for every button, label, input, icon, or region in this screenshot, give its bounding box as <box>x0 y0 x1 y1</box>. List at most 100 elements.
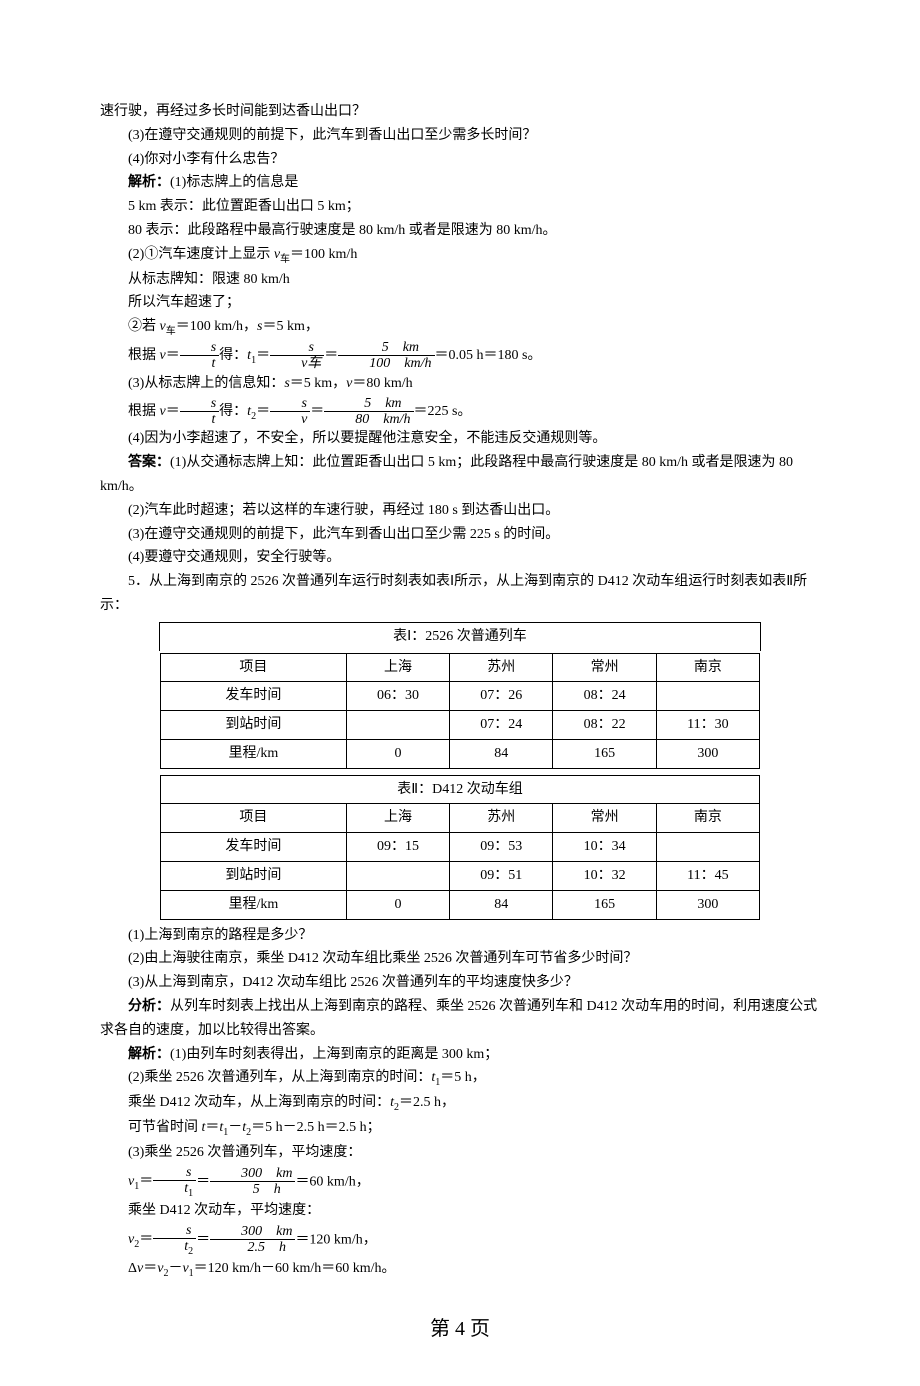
table-cell: 08：24 <box>553 682 656 711</box>
table-cell: 10：32 <box>553 862 656 891</box>
table-1: 项目 上海 苏州 常州 南京 发车时间 06：30 07：26 08：24 到站… <box>160 653 760 920</box>
table-cell: 07：26 <box>450 682 553 711</box>
text: ＝ <box>310 404 324 419</box>
table-row: 到站时间 07：24 08：22 11：30 <box>161 711 760 740</box>
numerator: 300 km <box>210 1224 295 1240</box>
table-cell <box>346 862 449 891</box>
line: (3)从上海到南京，D412 次动车组比 2526 次普通列车的平均速度快多少？ <box>100 971 820 995</box>
text: 得：t1＝ <box>219 348 270 363</box>
text: ②若 v车＝100 km/h，s＝5 km， <box>128 319 319 334</box>
line: (3)从标志牌上的信息知：s＝5 km，v＝80 km/h <box>100 372 820 396</box>
table-cell: 165 <box>553 890 656 919</box>
text: 从列车时刻表上找出从上海到南京的路程、乘坐 2526 次普通列车和 D412 次… <box>100 999 817 1038</box>
table-2-title: 表Ⅱ：D412 次动车组 <box>161 775 760 804</box>
table-cell: 300 <box>656 739 759 768</box>
table-cell: 苏州 <box>450 804 553 833</box>
fraction: st2 <box>153 1223 196 1257</box>
text: 得：t2＝ <box>219 404 270 419</box>
denominator: t2 <box>153 1239 196 1257</box>
table-row: 里程/km 0 84 165 300 <box>161 890 760 919</box>
formula-line: v1＝st1＝300 km5 h＝60 km/h， <box>100 1165 820 1199</box>
table-row: 项目 上海 苏州 常州 南京 <box>161 653 760 682</box>
line: Δv＝v2－v1＝120 km/h－60 km/h＝60 km/h。 <box>100 1257 820 1282</box>
numerator: s <box>270 340 324 356</box>
line: 可节省时间 t＝t1－t2＝5 h－2.5 h＝2.5 h； <box>100 1116 820 1141</box>
fraction: st1 <box>153 1165 196 1199</box>
label-answer: 答案： <box>128 455 170 470</box>
line: 速行驶，再经过多长时间能到达香山出口？ <box>100 100 820 124</box>
line: 解析：(1)由列车时刻表得出，上海到南京的距离是 300 km； <box>100 1043 820 1067</box>
line: (2)①汽车速度计上显示 v车＝100 km/h <box>100 243 820 268</box>
line: 5 km 表示：此位置距香山出口 5 km； <box>100 195 820 219</box>
table-cell <box>656 682 759 711</box>
table-cell: 09：15 <box>346 833 449 862</box>
text: ＝225 s。 <box>414 404 472 419</box>
text: (2)乘坐 2526 次普通列车，从上海到南京的时间：t1＝5 h， <box>128 1070 486 1085</box>
table-row: 里程/km 0 84 165 300 <box>161 739 760 768</box>
numerator: 300 km <box>210 1166 295 1182</box>
table-cell: 里程/km <box>161 739 347 768</box>
formula-line: 根据 v＝st得：t1＝sv车＝5 km100 km/h＝0.05 h＝180 … <box>100 340 820 372</box>
fraction: 300 km2.5 h <box>210 1224 295 1256</box>
numerator: s <box>153 1165 196 1181</box>
table-row: 发车时间 09：15 09：53 10：34 <box>161 833 760 862</box>
numerator: s <box>180 396 219 412</box>
text: 乘坐 D412 次动车，从上海到南京的时间：t2＝2.5 h， <box>128 1095 455 1110</box>
fraction: sv <box>270 396 310 428</box>
line: 乘坐 D412 次动车，平均速度： <box>100 1199 820 1223</box>
table-cell: 到站时间 <box>161 711 347 740</box>
denominator: v车 <box>270 356 324 371</box>
table-cell: 项目 <box>161 804 347 833</box>
label-analysis: 解析： <box>128 175 170 190</box>
denominator: 100 km/h <box>338 356 434 371</box>
line: (4)要遵守交通规则，安全行驶等。 <box>100 546 820 570</box>
table-cell: 0 <box>346 890 449 919</box>
denominator: 80 km/h <box>324 412 413 427</box>
table-cell: 300 <box>656 890 759 919</box>
table-1-title: 表Ⅰ：2526 次普通列车 <box>159 622 761 651</box>
fraction: 5 km100 km/h <box>338 340 434 372</box>
page-footer: 第 4 页 <box>100 1312 820 1346</box>
line: 5．从上海到南京的 2526 次普通列车运行时刻表如表Ⅰ所示，从上海到南京的 D… <box>100 570 820 618</box>
text: 可节省时间 t＝t1－t2＝5 h－2.5 h＝2.5 h； <box>128 1120 381 1135</box>
text: 根据 v＝ <box>128 404 180 419</box>
text: (2)①汽车速度计上显示 v车＝100 km/h <box>128 247 357 262</box>
table-cell: 06：30 <box>346 682 449 711</box>
line: (2)乘坐 2526 次普通列车，从上海到南京的时间：t1＝5 h， <box>100 1066 820 1091</box>
table-cell: 08：22 <box>553 711 656 740</box>
table-cell: 项目 <box>161 653 347 682</box>
line: 分析：从列车时刻表上找出从上海到南京的路程、乘坐 2526 次普通列车和 D41… <box>100 995 820 1043</box>
line: (3)乘坐 2526 次普通列车，平均速度： <box>100 1141 820 1165</box>
table-cell: 南京 <box>656 653 759 682</box>
formula-line: v2＝st2＝300 km2.5 h＝120 km/h， <box>100 1223 820 1257</box>
line: ②若 v车＝100 km/h，s＝5 km， <box>100 315 820 340</box>
numerator: s <box>270 396 310 412</box>
table-cell: 常州 <box>553 804 656 833</box>
denominator: v <box>270 412 310 427</box>
text: ＝ <box>196 1232 210 1247</box>
line: (3)在遵守交通规则的前提下，此汽车到香山出口至少需多长时间？ <box>100 124 820 148</box>
table-cell <box>346 711 449 740</box>
table-cell: 10：34 <box>553 833 656 862</box>
fraction: sv车 <box>270 340 324 372</box>
denominator: 5 h <box>210 1182 295 1197</box>
table-cell: 到站时间 <box>161 862 347 891</box>
denominator: t <box>180 412 219 427</box>
table-cell: 165 <box>553 739 656 768</box>
text: ＝ <box>324 348 338 363</box>
table-1-wrap: 表Ⅰ：2526 次普通列车 项目 上海 苏州 常州 南京 发车时间 06：30 … <box>100 622 820 920</box>
formula-line: 根据 v＝st得：t2＝sv＝5 km80 km/h＝225 s。 <box>100 396 820 428</box>
text: 根据 v＝ <box>128 348 180 363</box>
line: (1)上海到南京的路程是多少？ <box>100 924 820 948</box>
numerator: s <box>180 340 219 356</box>
table-cell: 苏州 <box>450 653 553 682</box>
table-cell: 07：24 <box>450 711 553 740</box>
table-row: 项目 上海 苏州 常州 南京 <box>161 804 760 833</box>
table-cell: 里程/km <box>161 890 347 919</box>
line: (2)由上海驶往南京，乘坐 D412 次动车组比乘坐 2526 次普通列车可节省… <box>100 947 820 971</box>
numerator: s <box>153 1223 196 1239</box>
table-cell: 上海 <box>346 804 449 833</box>
line: (2)汽车此时超速；若以这样的车速行驶，再经过 180 s 到达香山出口。 <box>100 499 820 523</box>
line: 从标志牌知：限速 80 km/h <box>100 268 820 292</box>
line: 80 表示：此段路程中最高行驶速度是 80 km/h 或者是限速为 80 km/… <box>100 219 820 243</box>
